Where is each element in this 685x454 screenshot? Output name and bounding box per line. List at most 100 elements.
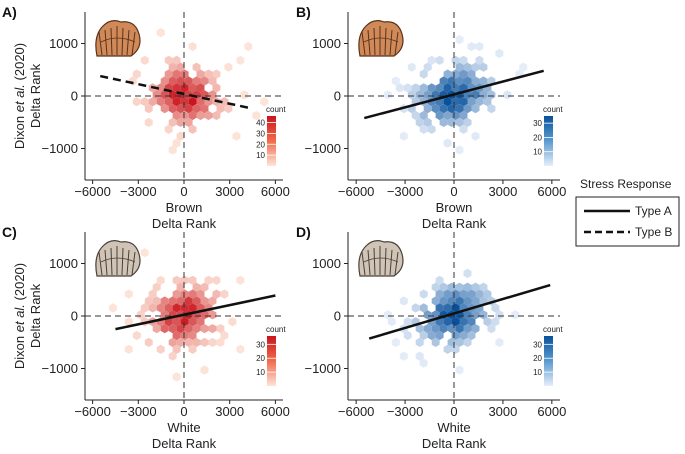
hex-cell	[216, 324, 225, 334]
coral-branch	[131, 31, 136, 56]
y-axis-label-source: Dixon et al. (2020)	[12, 263, 27, 369]
hex-cell	[415, 324, 424, 334]
hex-cell	[188, 289, 197, 299]
coral-branch	[384, 247, 387, 276]
hex-cell	[495, 48, 504, 58]
coral-branch	[367, 29, 371, 56]
hex-cell	[439, 296, 448, 306]
hex-cell	[156, 97, 165, 107]
hex-cell	[395, 83, 404, 93]
coral-icon	[95, 20, 141, 57]
hex-cell	[192, 62, 201, 72]
hex-cell	[439, 76, 448, 86]
x-axis-label-unit: Delta Rank	[422, 436, 487, 451]
colorbar-gradient	[267, 116, 276, 166]
hex-cell	[471, 76, 480, 86]
hex-cell	[459, 69, 468, 79]
hex-cell	[459, 97, 468, 107]
hex-cell	[200, 337, 209, 347]
hex-cells	[383, 35, 528, 155]
hex-cell	[168, 337, 177, 347]
x-tick-label: 6000	[537, 404, 566, 419]
coral-branch	[361, 31, 366, 56]
y-tick-label: 0	[334, 309, 341, 324]
chart-panel-b: −6000 −3000 0 3000 6000 −1000 0 1000 BrownDelta …	[296, 4, 566, 231]
hex-cell	[455, 282, 464, 292]
hex-cell	[108, 303, 117, 313]
hex-cell	[180, 317, 189, 327]
hex-cell	[168, 76, 177, 86]
hex-cell	[176, 282, 185, 292]
x-tick-label: −3000	[387, 404, 424, 419]
hex-cell	[236, 55, 245, 65]
coral-icon	[95, 240, 141, 277]
hex-cell	[403, 83, 412, 93]
hex-cell	[519, 62, 528, 72]
coral-branch	[389, 249, 393, 276]
x-axis-label-unit: Delta Rank	[152, 216, 217, 231]
hex-cell	[144, 104, 153, 114]
hex-cell	[467, 330, 476, 341]
hex-cell	[164, 97, 173, 107]
hex-cell	[192, 324, 201, 334]
fit-line	[115, 294, 276, 331]
hex-cell	[459, 289, 468, 299]
y-tick-label: −1000	[304, 361, 341, 376]
colorbar-tick-label: 10	[533, 148, 542, 157]
hex-cell	[176, 296, 185, 306]
hex-cell	[176, 104, 185, 114]
hex-cell	[156, 83, 165, 93]
hex-cell	[200, 104, 209, 114]
hex-cell	[455, 117, 464, 127]
hex-cell	[176, 131, 185, 141]
hex-cell	[443, 344, 452, 354]
hex-cell	[399, 296, 408, 306]
panel-label: B)	[296, 4, 311, 20]
hex-cell	[455, 76, 464, 86]
hex-cell	[140, 97, 149, 107]
hex-cell	[188, 110, 197, 121]
hex-cell	[431, 104, 440, 114]
legend: Stress Response Type A Type B	[575, 177, 680, 247]
hex-cell	[471, 324, 480, 334]
hex-cell	[435, 275, 444, 285]
hex-cell	[144, 296, 153, 306]
hex-cell	[419, 358, 428, 368]
hex-cell	[415, 337, 424, 347]
hex-cell	[172, 55, 181, 65]
hex-cell	[415, 117, 424, 127]
hex-cell	[180, 83, 189, 93]
hex-cell	[467, 97, 476, 107]
hex-cell	[391, 76, 400, 86]
hex-cell	[479, 282, 488, 292]
hex-cell	[188, 97, 197, 107]
fit-line	[363, 69, 545, 120]
hex-cell	[236, 344, 245, 354]
hex-cell	[216, 337, 225, 347]
coral-branch	[100, 37, 136, 43]
hex-cell	[495, 310, 504, 320]
hex-cell	[503, 90, 512, 100]
hex-cell	[168, 117, 177, 127]
hex-cell	[415, 351, 424, 361]
hex-cell	[463, 337, 472, 347]
chart-panel-c: −6000 −3000 0 3000 6000−100001000WhiteDelta …	[2, 224, 290, 451]
hex-cell	[168, 104, 177, 114]
hex-cell	[212, 289, 221, 299]
hex-cell	[455, 145, 464, 155]
hex-cell	[140, 55, 149, 65]
y-tick-label: −1000	[41, 141, 78, 156]
colorbar-tick-label: 10	[256, 151, 265, 160]
coral-branch	[394, 251, 399, 276]
hex-cell	[487, 104, 496, 114]
x-tick-label: −6000	[74, 184, 111, 199]
hex-cell	[180, 275, 189, 285]
hex-cell	[188, 344, 197, 354]
panels-group: −6000 −3000 0 3000 6000−100001000BrownDelta …	[2, 4, 566, 451]
hex-cell	[152, 296, 161, 306]
hex-cell	[399, 131, 408, 141]
hex-cell	[467, 289, 476, 299]
hex-cell	[407, 90, 416, 100]
hex-cell	[483, 289, 492, 299]
y-axis-label-unit: Delta Rank	[28, 283, 43, 348]
